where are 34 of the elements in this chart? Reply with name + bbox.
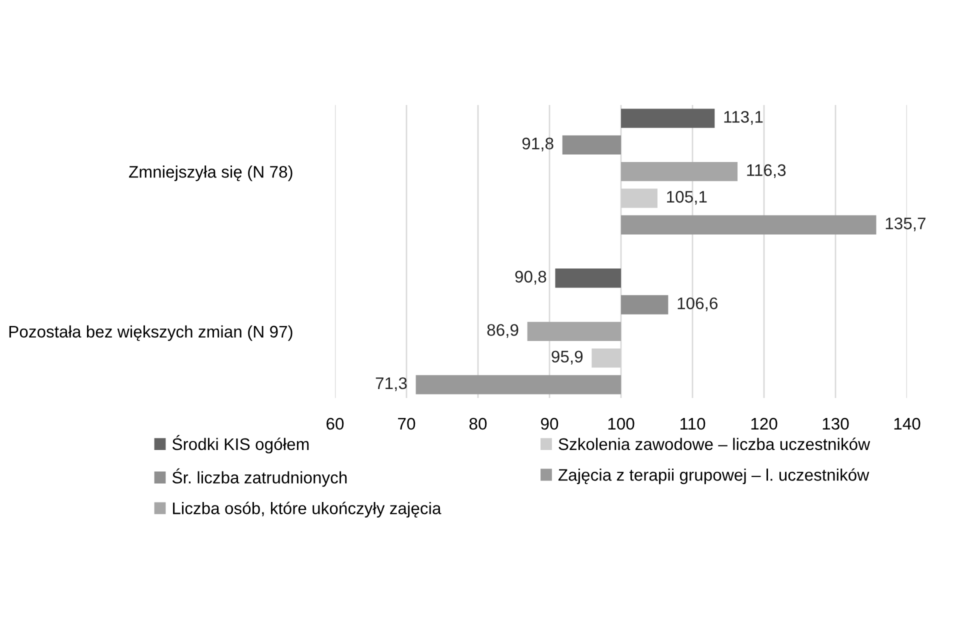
bar [562,135,621,155]
legend-label: Szkolenia zawodowe – liczba uczestników [558,438,870,450]
x-tick-label: 90 [541,418,558,430]
x-tick-label: 140 [894,418,920,430]
legend-label: Zajęcia z terapii grupowej – l. uczestników [558,468,870,484]
bar [527,322,621,341]
bar [416,375,621,394]
y-tick-label: Pozostała bez większych zmian (N 97) [9,325,292,341]
x-tick-label: 100 [608,418,634,430]
x-tick-label: 120 [751,418,778,430]
data-label: 106,6 [678,297,718,312]
data-label: 135,7 [886,218,926,232]
x-tick-label: 70 [398,418,416,430]
legend-label: Środki KIS ogółem [172,435,309,454]
bar [621,162,738,182]
x-tick-label: 60 [326,418,344,430]
y-tick-label: Zmniejszyła się (N 78) [129,166,292,182]
x-tick-label: 130 [822,418,849,430]
data-label: 113,1 [724,110,763,125]
x-tick-label: 110 [680,418,706,430]
data-label: 91,8 [522,138,554,152]
data-label: 116,3 [747,164,786,178]
x-tick-label: 80 [469,418,487,430]
bar [621,108,715,128]
data-label: 86,9 [487,324,518,338]
data-label: 71,3 [376,377,407,392]
legend-label: Śr. liczba zatrudnionych [172,468,347,487]
bar [621,295,668,314]
data-label: 105,1 [667,190,707,205]
bar [555,268,621,288]
data-label: 90,8 [515,270,546,285]
legend-label: Liczba osób, które ukończyły zajęcia [173,502,442,518]
bar [621,215,876,234]
data-label: 95,9 [552,350,583,364]
